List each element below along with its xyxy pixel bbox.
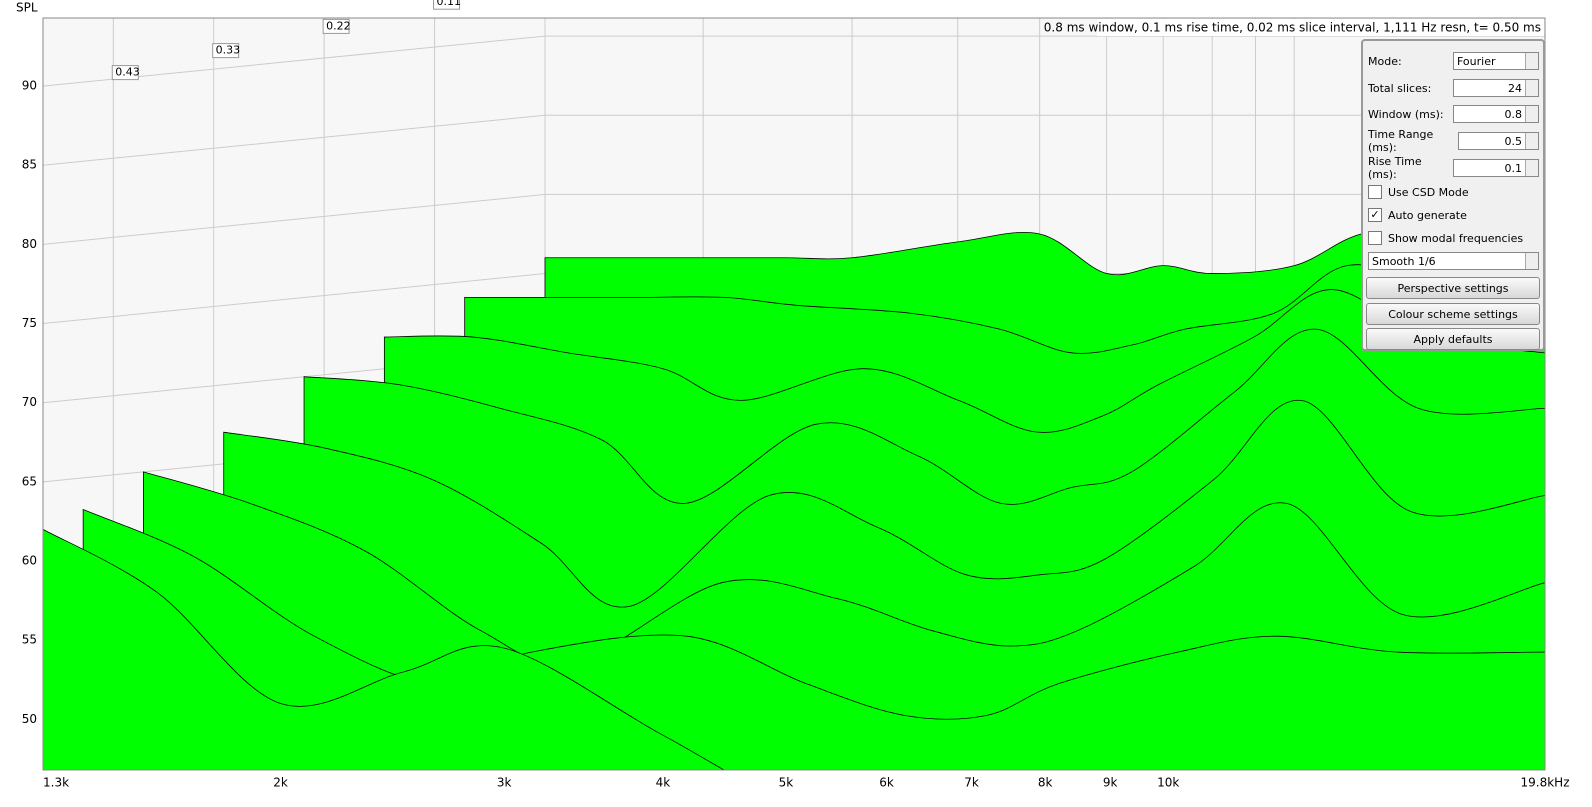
y-tick-label: 65 xyxy=(22,474,37,488)
y-tick-label: 50 xyxy=(22,712,37,726)
x-tick-label: 8k xyxy=(1038,776,1053,790)
x-tick-label: 5k xyxy=(779,776,794,790)
slice xyxy=(43,528,725,770)
checkbox[interactable] xyxy=(1368,231,1382,245)
label: Time Range (ms): xyxy=(1368,128,1434,154)
checkbox[interactable]: ✓ xyxy=(1368,208,1382,222)
y-tick-label: 70 xyxy=(22,395,37,409)
z-tick-label: 0.33 xyxy=(216,44,241,57)
spin-field[interactable]: 0.8 xyxy=(1453,105,1539,123)
button[interactable]: Perspective settings xyxy=(1366,277,1540,299)
button[interactable]: Apply defaults xyxy=(1366,328,1540,350)
y-tick-label: 55 xyxy=(22,633,37,647)
z-tick-box xyxy=(433,0,461,10)
annotation-box xyxy=(1097,19,1544,36)
annotation: 0.8 ms window, 0.1 ms rise time, 0.02 ms… xyxy=(1044,21,1541,35)
label: Mode: xyxy=(1368,54,1402,68)
z-tick-label: 0.22 xyxy=(326,19,351,32)
control-panel: Mode: Fourier Total slices: 24 Window (ms)… xyxy=(1361,39,1545,351)
spin-field[interactable]: 0.5 xyxy=(1458,132,1539,150)
y-axis-label: SPL xyxy=(16,1,38,15)
grid-line xyxy=(43,114,546,166)
y-tick-label: 75 xyxy=(22,316,37,330)
x-tick-label: 7k xyxy=(964,776,979,790)
smoothing-select[interactable]: Smooth 1/6 xyxy=(1368,252,1539,270)
y-tick-label: 60 xyxy=(22,554,37,568)
label: Rise Time (ms): xyxy=(1368,155,1422,181)
z-tick-box xyxy=(111,65,139,81)
x-tick-label: 6k xyxy=(879,776,894,790)
z-tick-label: 0.43 xyxy=(115,66,140,79)
plot-frame xyxy=(42,17,1546,771)
label: Show modal frequencies xyxy=(1388,231,1524,245)
label: Auto generate xyxy=(1388,208,1467,222)
z-tick-box xyxy=(322,18,350,34)
grid-line xyxy=(43,273,546,325)
checkbox[interactable] xyxy=(1368,185,1382,199)
label: Total slices: xyxy=(1368,81,1432,95)
slices xyxy=(43,224,1545,770)
label: Window (ms): xyxy=(1368,107,1444,121)
y-tick-label: 85 xyxy=(22,158,37,172)
x-tick-label: 10k xyxy=(1157,776,1179,790)
mode-select[interactable]: Fourier xyxy=(1453,52,1539,70)
label: Use CSD Mode xyxy=(1388,185,1469,199)
spin-field[interactable]: 0.1 xyxy=(1453,159,1539,177)
x-tick-label: 19.8kHz xyxy=(1521,776,1570,790)
y-tick-label: 90 xyxy=(22,79,37,93)
grid-line xyxy=(43,193,546,245)
button[interactable]: Colour scheme settings xyxy=(1366,303,1540,325)
x-tick-label: 4k xyxy=(656,776,671,790)
x-tick-label: 1.3k xyxy=(43,776,69,790)
z-tick-label: 0.11 xyxy=(437,0,462,8)
z-tick-box xyxy=(212,43,240,59)
x-tick-label: 3k xyxy=(497,776,512,790)
x-tick-label: 9k xyxy=(1103,776,1118,790)
y-tick-label: 80 xyxy=(22,237,37,251)
spin-field[interactable]: 24 xyxy=(1453,79,1539,97)
x-tick-label: 2k xyxy=(273,776,288,790)
